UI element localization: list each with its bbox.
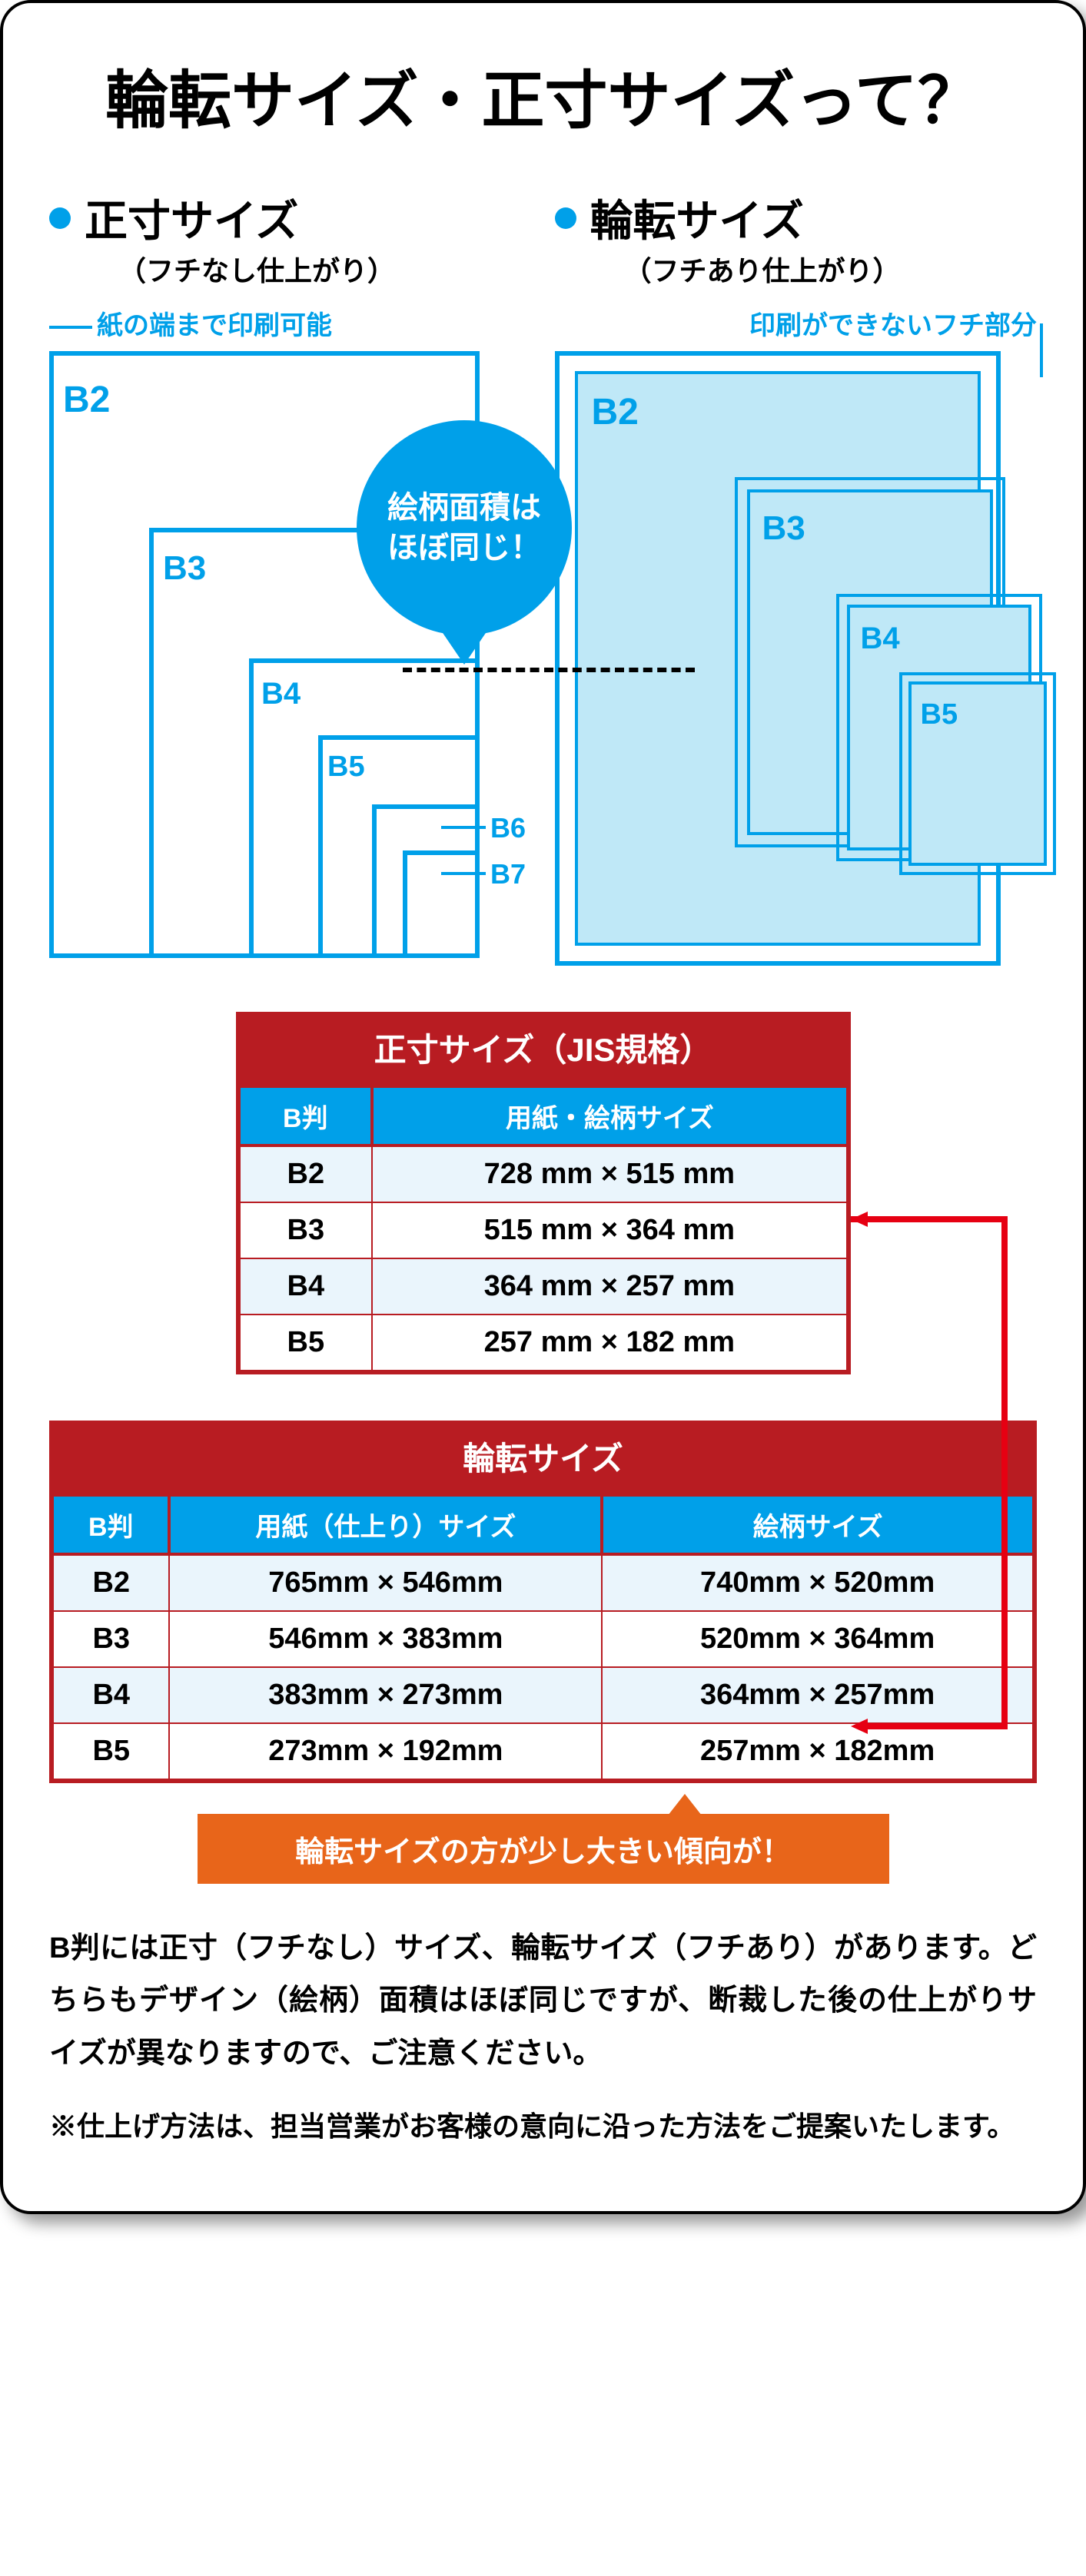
table-header: 用紙（仕上り）サイズ [169, 1494, 602, 1554]
connector-arrow-icon [851, 1058, 1035, 1749]
left-title: 正寸サイズ [49, 187, 532, 249]
left-note: 紙の端まで印刷可能 [49, 304, 532, 342]
rsize-label: B4 [861, 622, 900, 656]
right-title: 輪転サイズ [555, 187, 1038, 249]
table-cell: B4 [238, 1258, 373, 1315]
bullet-icon [555, 207, 576, 229]
columns: 正寸サイズ （フチなし仕上がり） 紙の端まで印刷可能 B2B3B4B5B6B7 … [49, 187, 1037, 966]
table-cell: 515 mm × 364 mm [372, 1202, 848, 1258]
table-header: 用紙・絵柄サイズ [372, 1086, 848, 1145]
size-label: B4 [261, 677, 301, 711]
footnote: ※仕上げ方法は、担当営業がお客様の意向に沿った方法をご提案いたします。 [49, 2103, 1037, 2150]
table-cell: B2 [51, 1554, 169, 1611]
size-label: B2 [63, 379, 110, 421]
bullet-icon [49, 207, 71, 229]
left-header: 正寸サイズ （フチなし仕上がり） [49, 187, 532, 289]
table-cell: 546mm × 383mm [169, 1611, 602, 1667]
right-header: 輪転サイズ （フチあり仕上がり） [555, 187, 1038, 289]
table-cell: B5 [51, 1723, 169, 1781]
rsize-label: B3 [762, 509, 805, 548]
table-cell: B2 [238, 1145, 373, 1202]
table1: B判用紙・絵柄サイズ B2728 mm × 515 mmB3515 mm × 3… [236, 1083, 851, 1374]
right-diagram: B2 B3 B4 B5 [555, 351, 1038, 966]
table-cell: 364 mm × 257 mm [372, 1258, 848, 1315]
table-row: B3515 mm × 364 mm [238, 1202, 849, 1258]
dashed-line [403, 668, 695, 672]
right-note: 印刷ができないフチ部分 [555, 304, 1038, 342]
table1-title: 正寸サイズ（JIS規格） [236, 1012, 851, 1083]
table-cell: 728 mm × 515 mm [372, 1145, 848, 1202]
size-label: B6 [490, 812, 526, 844]
table-cell: 273mm × 192mm [169, 1723, 602, 1781]
size-label: B3 [163, 549, 206, 588]
left-diagram: B2B3B4B5B6B7 絵柄面積はほぼ同じ！ [49, 351, 532, 966]
size-label: B7 [490, 858, 526, 890]
right-subtitle: （フチあり仕上がり） [624, 249, 1038, 289]
orange-callout: 輪転サイズの方が少し大きい傾向が！ [198, 1814, 889, 1884]
table-row: B2728 mm × 515 mm [238, 1145, 849, 1202]
table-header: B判 [51, 1494, 169, 1554]
info-card: 輪転サイズ・正寸サイズって？ 正寸サイズ （フチなし仕上がり） 紙の端まで印刷可… [0, 0, 1086, 2214]
table-cell: B4 [51, 1667, 169, 1723]
main-title: 輪転サイズ・正寸サイズって？ [49, 49, 1037, 141]
table-row: B5257 mm × 182 mm [238, 1315, 849, 1372]
table-cell: 257 mm × 182 mm [372, 1315, 848, 1372]
size-label: B5 [327, 751, 365, 784]
table-cell: B3 [238, 1202, 373, 1258]
callout-bubble: 絵柄面積はほぼ同じ！ [357, 420, 572, 635]
left-column: 正寸サイズ （フチなし仕上がり） 紙の端まで印刷可能 B2B3B4B5B6B7 … [49, 187, 532, 966]
table-cell: B5 [238, 1315, 373, 1372]
right-column: 輪転サイズ （フチあり仕上がり） 印刷ができないフチ部分 B2 B3 B4 B5 [555, 187, 1038, 966]
rsize-label: B5 [921, 698, 958, 731]
table-row: B4364 mm × 257 mm [238, 1258, 849, 1315]
rsize-label: B2 [592, 391, 639, 433]
table-cell: 765mm × 546mm [169, 1554, 602, 1611]
table-cell: 383mm × 273mm [169, 1667, 602, 1723]
left-subtitle: （フチなし仕上がり） [118, 249, 532, 289]
table-header: B判 [238, 1086, 373, 1145]
table1-wrap: 正寸サイズ（JIS規格） B判用紙・絵柄サイズ B2728 mm × 515 m… [236, 1012, 851, 1374]
table-cell: B3 [51, 1611, 169, 1667]
size-box-B7 [403, 850, 480, 958]
body-text: B判には正寸（フチなし）サイズ、輪転サイズ（フチあり）があります。どちらもデザイ… [49, 1922, 1037, 2080]
